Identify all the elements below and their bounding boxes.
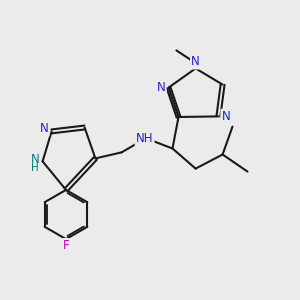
Text: NH: NH [136, 132, 153, 145]
Text: N: N [191, 55, 200, 68]
Text: H: H [31, 163, 38, 173]
Text: N: N [157, 81, 166, 94]
Text: F: F [63, 239, 69, 252]
Text: N: N [31, 153, 40, 167]
Text: N: N [221, 110, 230, 123]
Text: N: N [40, 122, 49, 136]
